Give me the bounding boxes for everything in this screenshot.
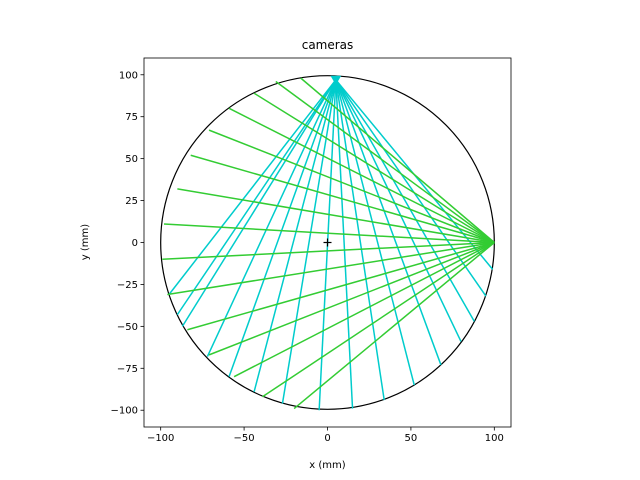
ray-1-2 [253,92,495,244]
ray-1-9 [167,241,495,296]
plot-content [160,75,495,411]
ray-0-5 [253,79,337,392]
ray-0-4 [228,79,337,377]
x-tick-label-4: 100 [485,433,504,444]
ray-1-5 [190,154,495,244]
y-tick-label-0: −100 [111,406,138,417]
ray-0-11 [335,79,442,366]
ray-1-6 [177,188,495,244]
ray-1-7 [163,223,495,244]
ray-1-13 [262,241,495,398]
ray-1-11 [208,241,495,356]
x-tick-label-3: 50 [405,433,418,444]
ray-1-10 [187,241,495,331]
ray-0-3 [206,79,337,357]
x-axis-label: x (mm) [309,460,345,471]
ray-0-1 [176,79,337,316]
ray-1-0 [300,77,495,244]
plot-area: −100 −50 0 50 100 −100 −75 −50 −25 0 25 50 75 100 [111,57,512,444]
y-tick-label-5: 25 [125,196,138,207]
y-tick-label-4: 0 [132,238,138,249]
x-tick-label-2: 0 [324,433,330,444]
ray-0-8 [335,79,354,409]
ray-0-9 [335,79,385,401]
ray-1-14 [293,241,495,410]
y-axis-label: y (mm) [80,224,91,260]
ray-1-1 [275,80,495,244]
ray-0-6 [281,79,337,404]
y-tick-label-8: 100 [119,70,138,81]
source-marker-0 [330,75,342,85]
y-tick-label-2: −50 [117,322,138,333]
x-tick-label-0: −100 [147,433,174,444]
ray-1-8 [162,241,495,261]
y-tick-label-3: −25 [117,280,138,291]
ray-1-3 [228,107,495,244]
ray-0-10 [335,79,415,386]
ray-0-12 [335,79,462,342]
ray-1-4 [208,129,495,244]
ray-0-13 [335,79,475,322]
y-tick-label-7: 75 [125,112,138,123]
ray-1-12 [233,241,495,378]
ray-0-0 [168,79,337,295]
y-tick-label-6: 50 [125,154,138,165]
y-tick-label-1: −75 [117,364,138,375]
x-tick-label-1: −50 [234,433,255,444]
chart-title: cameras [302,38,354,52]
